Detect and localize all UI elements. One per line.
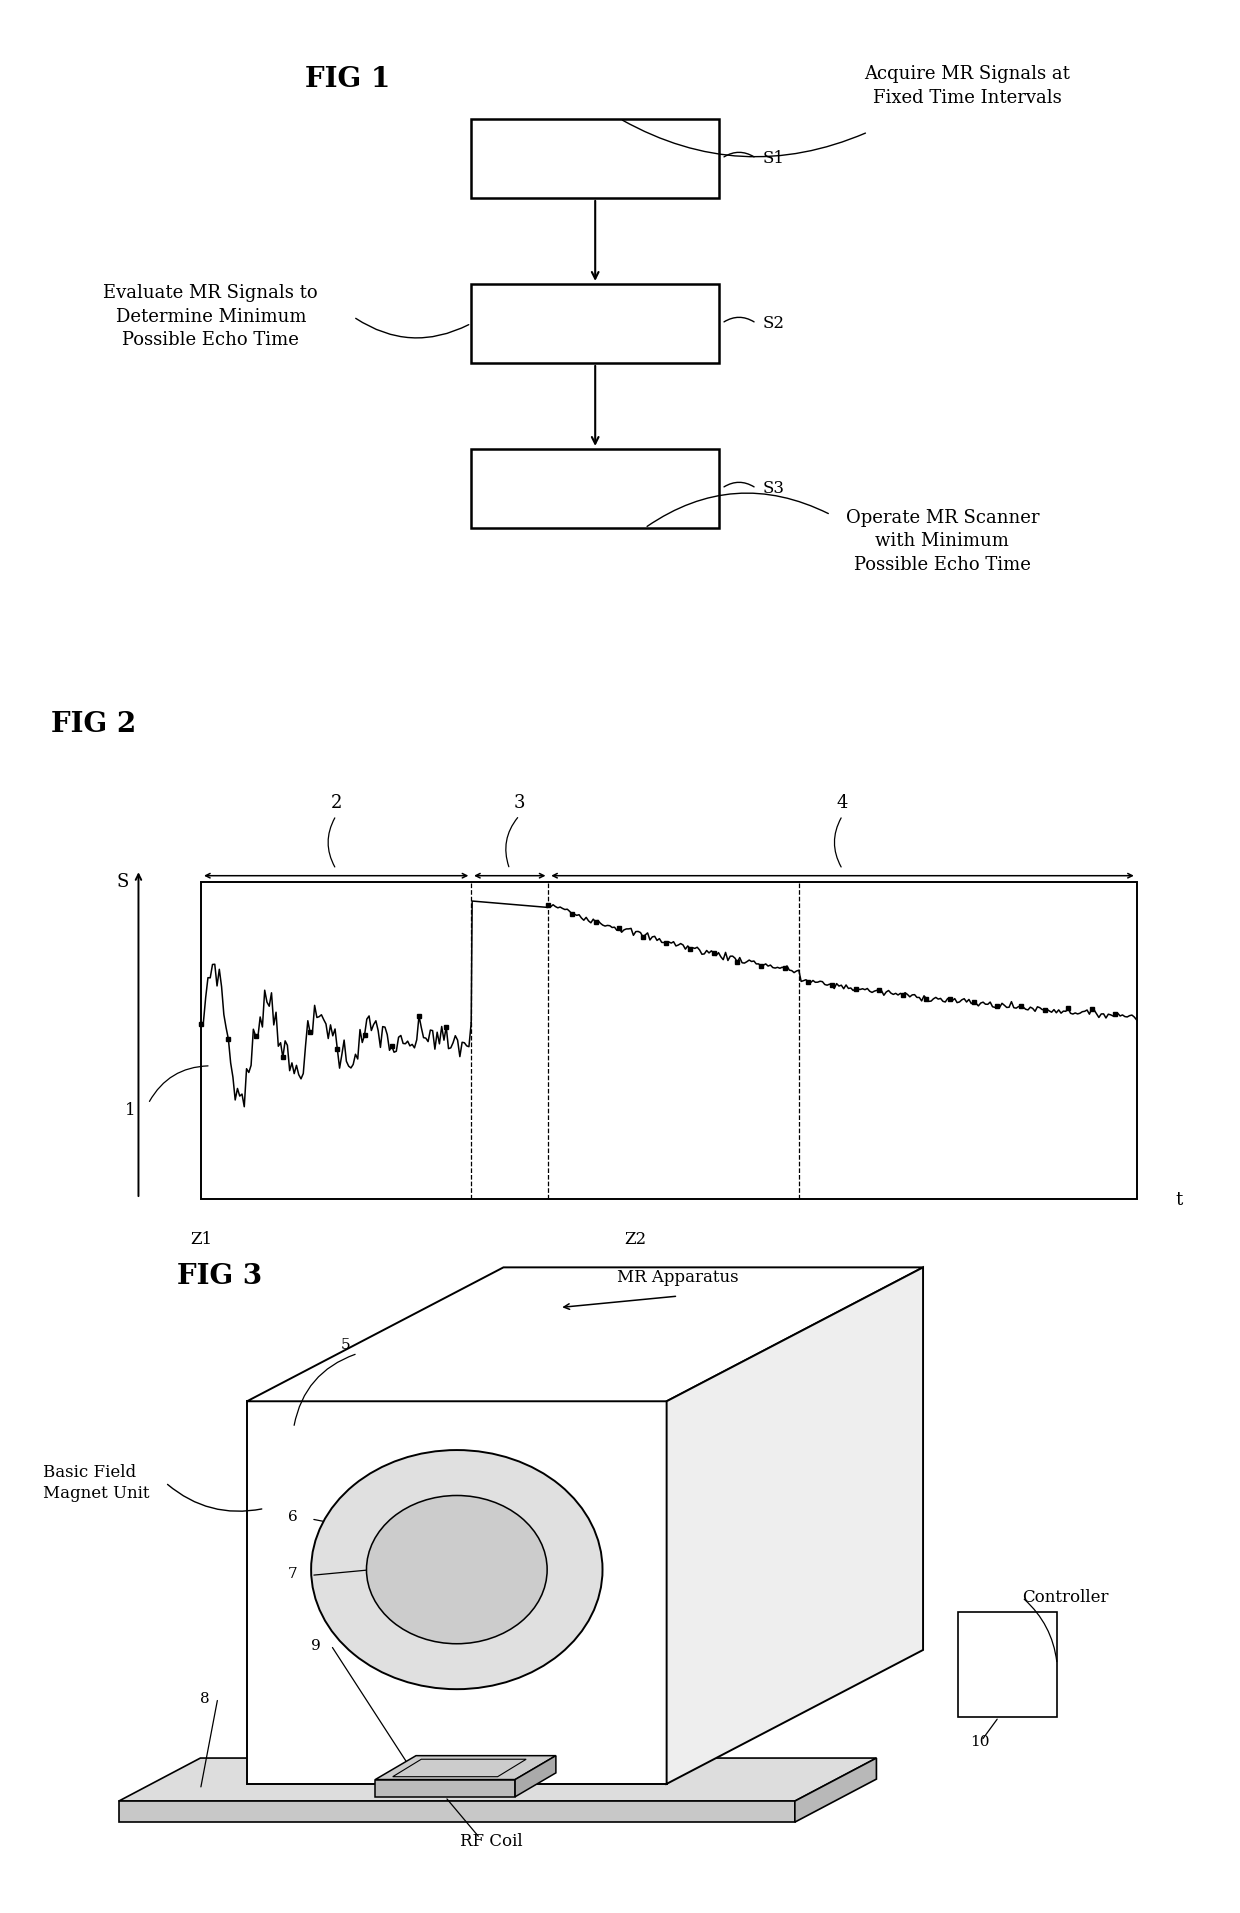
Polygon shape — [515, 1756, 556, 1796]
Text: t: t — [1176, 1192, 1183, 1209]
Polygon shape — [795, 1758, 877, 1821]
Polygon shape — [247, 1266, 923, 1400]
Bar — [201, 882, 1137, 1199]
Text: S: S — [117, 872, 129, 891]
Bar — [959, 1611, 1058, 1718]
Text: Z2: Z2 — [624, 1230, 646, 1247]
Text: Controller: Controller — [1022, 1590, 1109, 1607]
Text: MR Apparatus: MR Apparatus — [618, 1268, 739, 1286]
Text: FIG 1: FIG 1 — [305, 65, 389, 92]
Polygon shape — [376, 1756, 556, 1779]
Polygon shape — [667, 1266, 923, 1783]
Polygon shape — [119, 1758, 877, 1802]
Bar — [471, 119, 719, 199]
Bar — [471, 283, 719, 363]
Circle shape — [367, 1496, 547, 1643]
Text: 10: 10 — [970, 1735, 990, 1748]
Polygon shape — [119, 1802, 795, 1821]
Circle shape — [311, 1450, 603, 1689]
Text: 6: 6 — [288, 1509, 298, 1525]
Text: 4: 4 — [837, 794, 848, 813]
Text: RF Coil: RF Coil — [460, 1833, 523, 1850]
Text: 7: 7 — [288, 1567, 298, 1582]
Polygon shape — [247, 1400, 667, 1783]
Bar — [471, 450, 719, 528]
Text: 1: 1 — [125, 1102, 135, 1119]
Text: S2: S2 — [763, 316, 785, 331]
Text: FIG 3: FIG 3 — [177, 1263, 262, 1291]
Text: Operate MR Scanner
with Minimum
Possible Echo Time: Operate MR Scanner with Minimum Possible… — [846, 509, 1039, 574]
Text: Z1: Z1 — [190, 1230, 212, 1247]
Text: Basic Field
Magnet Unit: Basic Field Magnet Unit — [43, 1463, 150, 1502]
Text: 5: 5 — [340, 1337, 350, 1352]
Polygon shape — [376, 1779, 515, 1796]
Text: 9: 9 — [311, 1639, 321, 1653]
Text: S3: S3 — [763, 480, 785, 497]
Text: Evaluate MR Signals to
Determine Minimum
Possible Echo Time: Evaluate MR Signals to Determine Minimum… — [103, 285, 319, 350]
Text: S1: S1 — [763, 149, 785, 166]
Text: 8: 8 — [201, 1691, 210, 1706]
Text: FIG 2: FIG 2 — [51, 710, 136, 738]
Text: Acquire MR Signals at
Fixed Time Intervals: Acquire MR Signals at Fixed Time Interva… — [864, 65, 1070, 107]
Text: 3: 3 — [513, 794, 526, 813]
Text: 2: 2 — [331, 794, 342, 813]
